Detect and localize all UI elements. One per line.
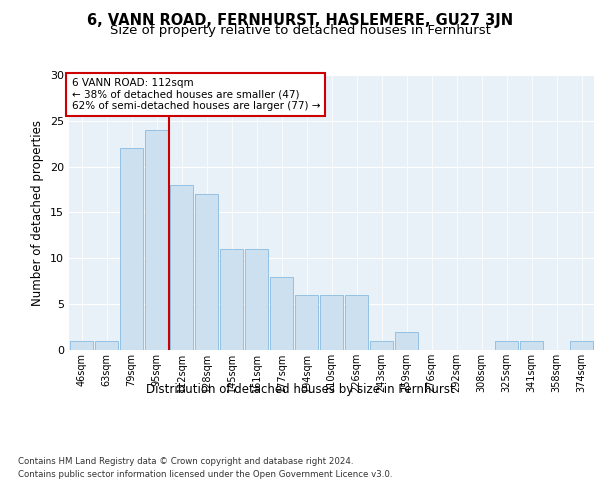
Text: 6, VANN ROAD, FERNHURST, HASLEMERE, GU27 3JN: 6, VANN ROAD, FERNHURST, HASLEMERE, GU27… [87, 12, 513, 28]
Bar [520, 341, 543, 350]
Text: Distribution of detached houses by size in Fernhurst: Distribution of detached houses by size … [146, 382, 454, 396]
Bar [95, 341, 118, 350]
Bar [120, 148, 143, 350]
Bar [195, 194, 218, 350]
Bar [395, 332, 418, 350]
Bar [570, 341, 593, 350]
Text: Contains public sector information licensed under the Open Government Licence v3: Contains public sector information licen… [18, 470, 392, 479]
Bar [320, 295, 343, 350]
Bar [495, 341, 518, 350]
Bar [145, 130, 168, 350]
Bar [295, 295, 318, 350]
Bar [270, 276, 293, 350]
Bar [370, 341, 393, 350]
Text: Size of property relative to detached houses in Fernhurst: Size of property relative to detached ho… [110, 24, 490, 37]
Bar [345, 295, 368, 350]
Bar [70, 341, 93, 350]
Text: Contains HM Land Registry data © Crown copyright and database right 2024.: Contains HM Land Registry data © Crown c… [18, 458, 353, 466]
Bar [245, 249, 268, 350]
Bar [220, 249, 243, 350]
Bar [170, 185, 193, 350]
Y-axis label: Number of detached properties: Number of detached properties [31, 120, 44, 306]
Text: 6 VANN ROAD: 112sqm
← 38% of detached houses are smaller (47)
62% of semi-detach: 6 VANN ROAD: 112sqm ← 38% of detached ho… [71, 78, 320, 111]
